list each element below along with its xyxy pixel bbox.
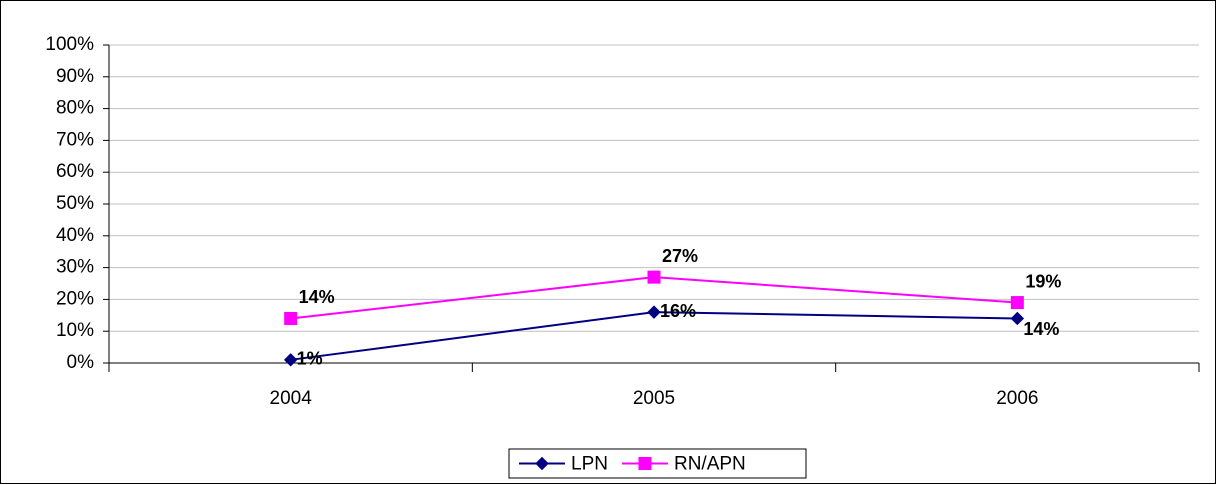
y-tick-label: 30%: [56, 257, 94, 278]
x-tick-label: 2006: [996, 388, 1038, 409]
marker: [1010, 311, 1025, 326]
marker: [535, 456, 549, 471]
y-tick-label: 50%: [56, 193, 94, 214]
marker: [647, 305, 661, 319]
y-tick-label: 100%: [45, 34, 94, 55]
value-label: 14%: [299, 287, 335, 307]
value-label: 27%: [662, 246, 698, 266]
y-tick-label: 80%: [56, 98, 94, 119]
y-tick-label: 0%: [67, 352, 95, 373]
marker: [647, 270, 661, 284]
marker: [1010, 296, 1024, 310]
value-label: 1%: [297, 349, 323, 369]
legend: LPN RN/APN: [508, 448, 807, 479]
y-tick-label: 60%: [56, 161, 94, 182]
value-label: 19%: [1025, 271, 1061, 291]
x-tick-label: 2005: [633, 388, 675, 409]
marker: [284, 311, 298, 325]
y-tick-label: 70%: [56, 129, 94, 150]
value-label: 16%: [660, 301, 696, 321]
marker: [638, 457, 652, 470]
legend-label: RN/APN: [674, 454, 746, 475]
y-tick-label: 40%: [56, 225, 94, 246]
x-tick-label: 2004: [270, 388, 313, 409]
value-label: 14%: [1023, 319, 1059, 339]
y-tick-label: 10%: [56, 320, 94, 341]
marker: [283, 353, 298, 367]
y-tick-label: 20%: [56, 288, 94, 309]
legend-label: LPN: [571, 454, 608, 475]
y-tick-label: 90%: [56, 66, 94, 87]
